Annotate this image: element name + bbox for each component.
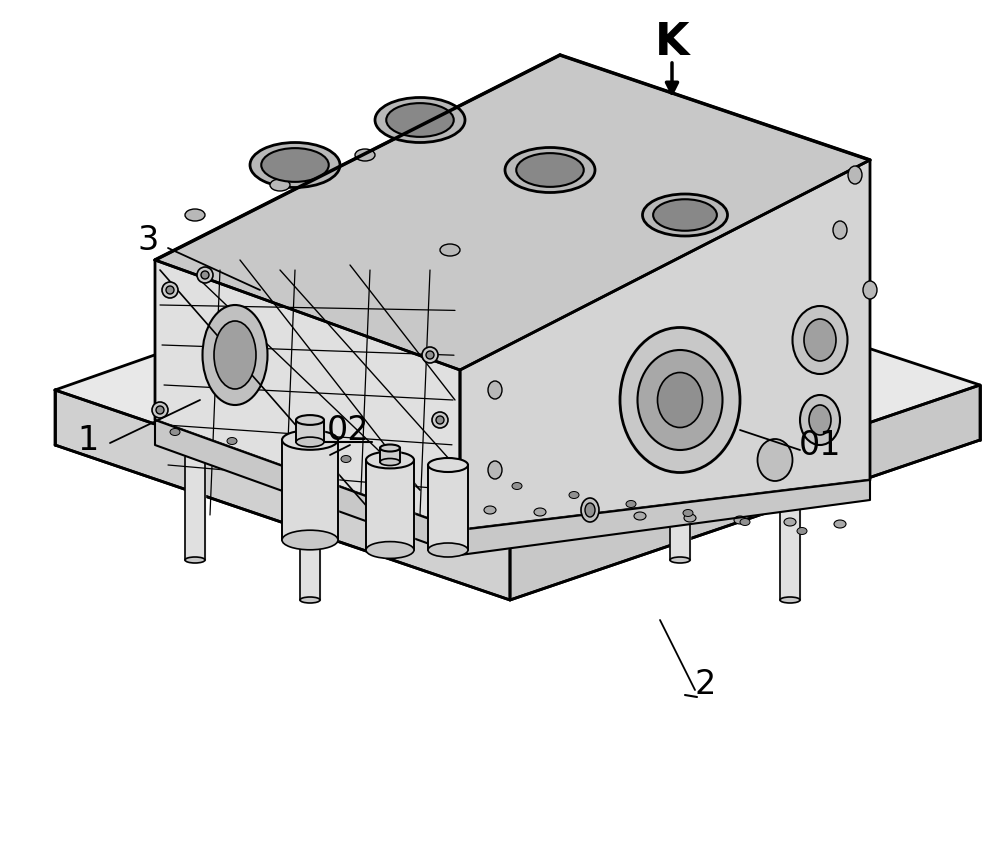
Ellipse shape (804, 319, 836, 361)
Ellipse shape (386, 103, 454, 137)
Ellipse shape (512, 482, 522, 490)
Ellipse shape (296, 438, 324, 447)
Polygon shape (380, 448, 400, 462)
Ellipse shape (440, 244, 460, 256)
Ellipse shape (455, 474, 465, 481)
Ellipse shape (757, 439, 792, 481)
Ellipse shape (341, 455, 351, 463)
Ellipse shape (214, 321, 256, 389)
Ellipse shape (670, 407, 690, 413)
Ellipse shape (380, 444, 400, 452)
Ellipse shape (863, 281, 877, 299)
Ellipse shape (152, 402, 168, 418)
Ellipse shape (261, 148, 329, 182)
Ellipse shape (734, 516, 746, 524)
Ellipse shape (780, 452, 800, 458)
Polygon shape (155, 55, 870, 370)
Ellipse shape (834, 520, 846, 528)
Ellipse shape (422, 347, 438, 363)
Ellipse shape (792, 306, 848, 374)
Polygon shape (780, 455, 800, 600)
Ellipse shape (197, 267, 213, 283)
Text: 3: 3 (137, 223, 158, 256)
Ellipse shape (432, 412, 448, 428)
Ellipse shape (516, 153, 584, 187)
Ellipse shape (296, 415, 324, 425)
Ellipse shape (637, 350, 723, 450)
Ellipse shape (426, 351, 434, 359)
Ellipse shape (250, 142, 340, 187)
Ellipse shape (375, 98, 465, 142)
Ellipse shape (740, 518, 750, 525)
Ellipse shape (282, 430, 338, 450)
Ellipse shape (653, 199, 717, 231)
Ellipse shape (684, 514, 696, 522)
Ellipse shape (185, 209, 205, 221)
Polygon shape (510, 385, 980, 600)
Ellipse shape (581, 498, 599, 522)
Polygon shape (428, 465, 468, 550)
Ellipse shape (380, 459, 400, 465)
Polygon shape (366, 460, 414, 550)
Ellipse shape (585, 503, 595, 517)
Ellipse shape (642, 194, 728, 236)
Text: K: K (655, 20, 689, 63)
Text: 01: 01 (798, 428, 842, 461)
Ellipse shape (505, 148, 595, 192)
Ellipse shape (809, 405, 831, 435)
Polygon shape (300, 470, 320, 600)
Ellipse shape (784, 518, 796, 526)
Ellipse shape (156, 406, 164, 414)
Ellipse shape (833, 221, 847, 239)
Ellipse shape (300, 597, 320, 603)
Ellipse shape (300, 467, 320, 473)
Ellipse shape (488, 461, 502, 479)
Ellipse shape (398, 464, 408, 471)
Ellipse shape (436, 416, 444, 424)
Ellipse shape (683, 509, 694, 517)
Ellipse shape (569, 491, 579, 498)
Ellipse shape (166, 286, 174, 294)
Polygon shape (155, 260, 460, 530)
Ellipse shape (488, 381, 502, 399)
Ellipse shape (797, 528, 807, 534)
Polygon shape (55, 390, 510, 600)
Polygon shape (185, 440, 205, 560)
Ellipse shape (780, 597, 800, 603)
Ellipse shape (534, 508, 546, 516)
Ellipse shape (620, 327, 740, 472)
Ellipse shape (270, 179, 290, 191)
Ellipse shape (366, 452, 414, 469)
Ellipse shape (227, 438, 237, 444)
Ellipse shape (170, 428, 180, 436)
Ellipse shape (284, 447, 294, 454)
Ellipse shape (203, 305, 267, 405)
Ellipse shape (185, 437, 205, 443)
Text: 02: 02 (327, 414, 369, 447)
Polygon shape (55, 230, 980, 545)
Ellipse shape (162, 282, 178, 298)
Polygon shape (670, 410, 690, 560)
Ellipse shape (355, 149, 375, 161)
Text: 2: 2 (695, 668, 716, 701)
Ellipse shape (670, 557, 690, 563)
Ellipse shape (484, 506, 496, 514)
Ellipse shape (185, 557, 205, 563)
Ellipse shape (366, 541, 414, 558)
Ellipse shape (657, 373, 703, 427)
Text: 1: 1 (78, 423, 99, 457)
Polygon shape (155, 420, 870, 555)
Ellipse shape (201, 271, 209, 279)
Ellipse shape (800, 395, 840, 445)
Ellipse shape (634, 512, 646, 520)
Polygon shape (460, 160, 870, 530)
Ellipse shape (428, 543, 468, 557)
Polygon shape (282, 440, 338, 540)
Ellipse shape (282, 530, 338, 550)
Ellipse shape (848, 166, 862, 184)
Ellipse shape (584, 510, 596, 518)
Ellipse shape (428, 458, 468, 472)
Polygon shape (296, 420, 324, 442)
Ellipse shape (626, 501, 636, 507)
